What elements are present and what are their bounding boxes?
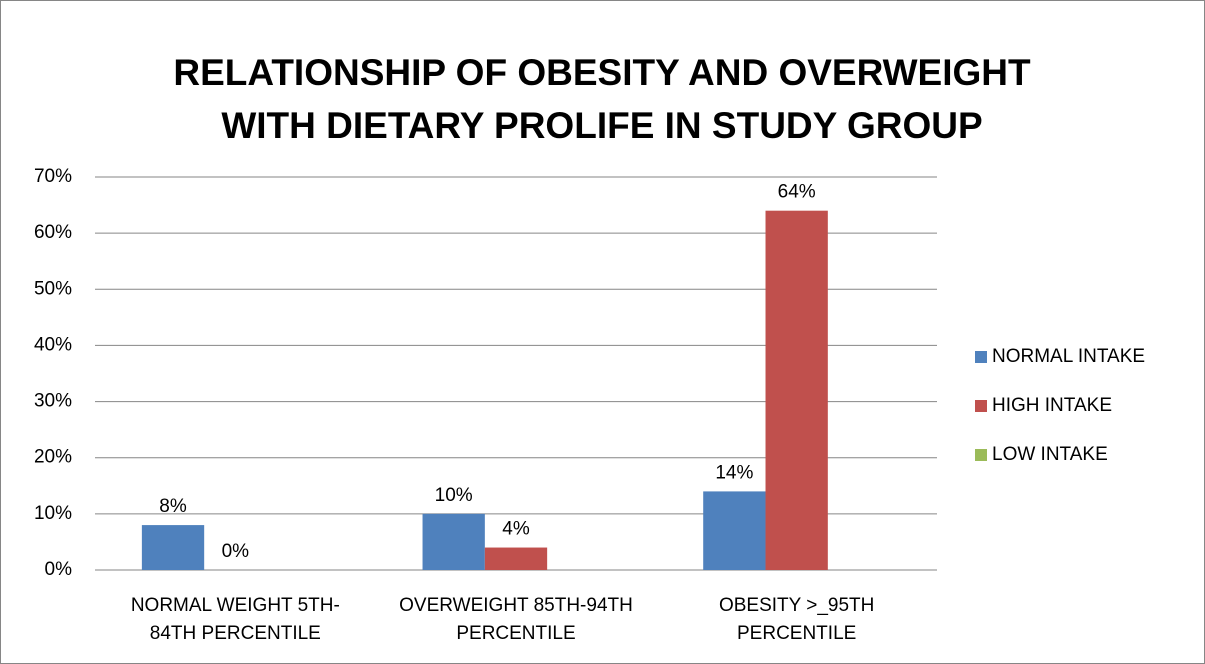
chart-title: WITH DIETARY PROLIFE IN STUDY GROUP [221,105,982,146]
x-tick-label: NORMAL WEIGHT 5TH- [131,595,340,616]
data-label: 10% [435,485,473,506]
legend-swatch [975,400,987,412]
y-tick-label: 40% [34,334,72,355]
bar [703,491,766,570]
legend-swatch [975,351,987,363]
legend-label: NORMAL INTAKE [992,346,1145,367]
x-tick-label: 84TH PERCENTILE [150,623,321,644]
bar [422,513,485,570]
data-label: 8% [159,496,187,517]
data-label: 64% [778,182,816,203]
bar [141,525,205,570]
data-label: 0% [222,541,250,562]
x-tick-label: PERCENTILE [456,623,575,644]
y-tick-label: 30% [34,391,72,412]
x-tick-label: OVERWEIGHT 85TH-94TH [399,595,633,616]
y-tick-label: 60% [34,222,72,243]
legend-label: HIGH INTAKE [992,395,1112,416]
y-tick-label: 20% [34,447,72,468]
legend-label: LOW INTAKE [992,444,1108,465]
y-tick-label: 70% [34,166,72,187]
y-tick-label: 10% [34,503,72,524]
data-label: 14% [715,462,753,483]
legend-swatch [975,449,987,461]
y-tick-label: 0% [45,559,73,580]
data-label: 4% [502,519,530,540]
bar [765,210,828,570]
x-tick-label: PERCENTILE [737,623,856,644]
bar [484,547,548,570]
chart-title: RELATIONSHIP OF OBESITY AND OVERWEIGHT [173,52,1031,93]
x-tick-label: OBESITY >_95TH [719,595,874,616]
y-tick-label: 50% [34,278,72,299]
